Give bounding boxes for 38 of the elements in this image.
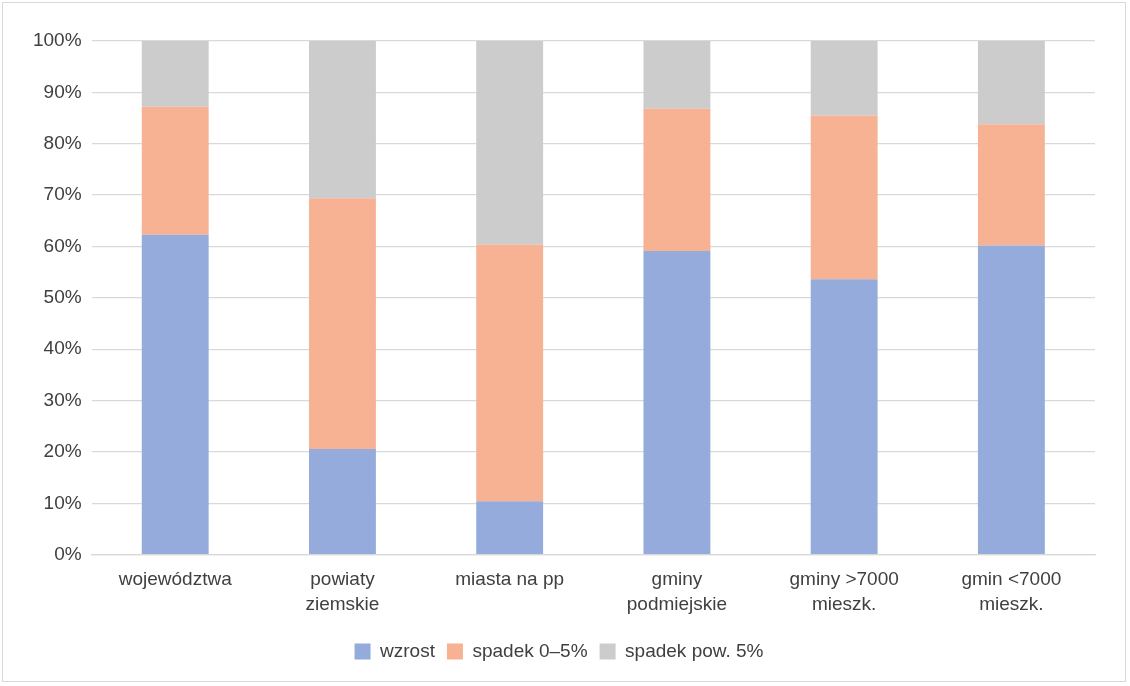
y-tick-label: 50% <box>43 286 82 308</box>
bar <box>141 234 209 555</box>
bar <box>476 244 544 502</box>
y-tick-label: 20% <box>43 440 82 462</box>
bar <box>643 108 711 252</box>
bar <box>309 41 376 199</box>
bar <box>643 251 711 555</box>
legend-label: spadek 0–5% <box>472 639 588 661</box>
y-tick-label: 70% <box>43 183 82 205</box>
x-tick-label: gminy >7000 mieszk. <box>789 567 899 615</box>
bar <box>476 501 544 555</box>
bar <box>810 115 878 280</box>
y-tick-label: 0% <box>54 542 82 564</box>
legend-label: spadek pow. 5% <box>625 639 764 661</box>
bar <box>977 41 1045 125</box>
bar <box>810 41 878 116</box>
x-tick-label: miasta na pp <box>455 567 565 589</box>
legend-label: wzrost <box>379 639 436 661</box>
bar <box>309 198 376 449</box>
bar <box>309 448 376 555</box>
bar <box>977 245 1045 555</box>
y-tick-label: 100% <box>32 29 82 51</box>
x-tick-label: powiaty ziemskie <box>305 567 380 615</box>
y-tick-label: 10% <box>43 491 82 513</box>
y-tick-label: 60% <box>43 234 82 256</box>
bar <box>476 41 544 245</box>
y-tick-label: 90% <box>43 80 82 102</box>
bar <box>643 41 711 109</box>
y-tick-label: 30% <box>43 388 82 410</box>
bar <box>141 106 209 235</box>
bar <box>810 279 878 555</box>
y-tick-label: 80% <box>43 131 82 153</box>
x-tick-label: województwa <box>117 567 233 589</box>
bar <box>141 41 209 107</box>
x-tick-label: gmin <7000 mieszk. <box>961 567 1062 615</box>
y-tick-label: 40% <box>43 337 82 359</box>
bar <box>977 124 1045 246</box>
x-tick-label: gminy podmiejskie <box>626 567 728 615</box>
